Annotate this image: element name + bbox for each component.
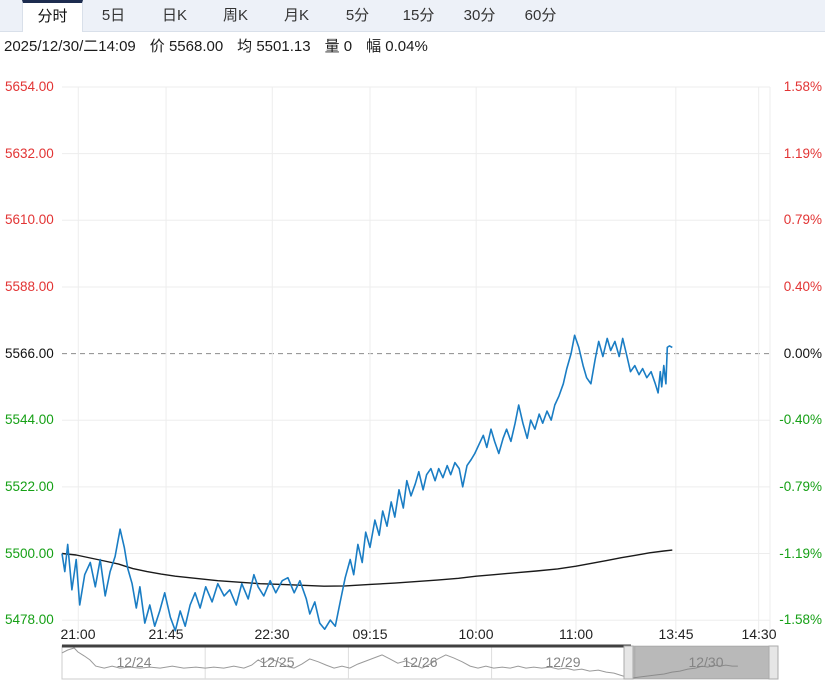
horizontal-gridlines [62, 86, 770, 621]
price-tick-label: 5588.00 [5, 279, 54, 294]
price-tick-label: 5632.00 [5, 146, 54, 161]
price-tick-label: 5654.00 [5, 79, 54, 94]
quote-average: 均 5501.13 [237, 38, 311, 55]
quote-infobar: 2025/12/30/二14:09 价 5568.00 均 5501.13 量 … [0, 33, 825, 58]
average-line [61, 549, 673, 587]
pct-tick-label: 0.00% [783, 346, 822, 361]
vertical-gridlines [77, 87, 760, 630]
tab-15min[interactable]: 15分 [402, 7, 435, 24]
time-tick-label: 13:45 [658, 626, 694, 642]
price-tick-label: 5522.00 [5, 479, 54, 494]
pct-tick-label: 0.40% [783, 279, 822, 294]
time-tick-label: 09:15 [352, 626, 388, 642]
quote-change-pct: 幅 0.04% [366, 38, 428, 55]
nav-date-label: 12/29 [545, 654, 581, 670]
navigator-selection[interactable] [631, 646, 778, 679]
tab-intraday[interactable]: 分时 [22, 0, 83, 32]
pct-tick-label: -1.58% [779, 612, 822, 627]
navigator-left-handle[interactable] [623, 645, 634, 680]
quote-datetime: 2025/12/30/二14:09 [4, 38, 136, 55]
period-tabbar: 分时 5日 日K 周K 月K 5分 15分 30分 60分 [0, 0, 825, 32]
tab-5min[interactable]: 5分 [345, 7, 370, 24]
price-line [61, 334, 673, 632]
pct-tick-label: 1.19% [783, 146, 822, 161]
pct-tick-label: -1.19% [779, 546, 822, 561]
tab-monthly-k[interactable]: 月K [283, 7, 309, 24]
quote-volume: 量 0 [324, 38, 353, 55]
nav-date-label: 12/26 [402, 654, 438, 670]
price-tick-label: 5544.00 [5, 412, 54, 427]
time-tick-label: 10:00 [458, 626, 494, 642]
price-tick-label: 5610.00 [5, 212, 54, 227]
price-tick-label: 5566.00 [5, 346, 54, 361]
quote-price: 价 5568.00 [149, 38, 224, 55]
navigator-right-handle[interactable] [768, 645, 779, 680]
price-tick-label: 5478.00 [5, 612, 54, 627]
nav-date-label: 12/25 [259, 654, 295, 670]
tab-30min[interactable]: 30分 [463, 7, 496, 24]
tab-60min[interactable]: 60分 [524, 7, 557, 24]
tab-weekly-k[interactable]: 周K [222, 7, 248, 24]
nav-date-label: 12/30 [688, 654, 724, 670]
time-tick-label: 11:00 [559, 626, 593, 642]
price-tick-label: 5500.00 [5, 546, 54, 561]
time-tick-label: 21:00 [60, 626, 96, 642]
tab-daily-k[interactable]: 日K [161, 7, 187, 24]
tab-5day[interactable]: 5日 [101, 7, 126, 24]
time-tick-label: 14:30 [741, 626, 777, 642]
pct-tick-label: 0.79% [783, 212, 822, 227]
pct-tick-label: 1.58% [783, 79, 822, 94]
time-tick-label: 21:45 [148, 626, 184, 642]
pct-tick-label: -0.79% [779, 479, 822, 494]
nav-date-label: 12/24 [116, 654, 152, 670]
time-tick-label: 22:30 [254, 626, 290, 642]
pct-tick-label: -0.40% [779, 412, 822, 427]
